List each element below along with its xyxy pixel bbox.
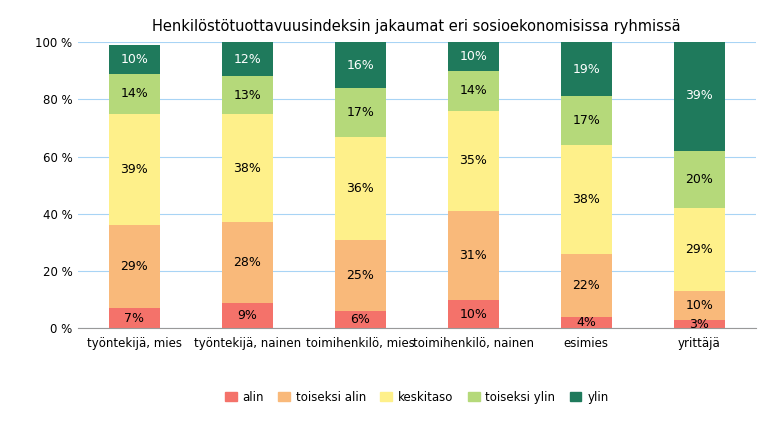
Bar	[335, 88, 386, 136]
Title: Henkilöstötuottavuusindeksin jakaumat eri sosioekonomisissa ryhmissä: Henkilöstötuottavuusindeksin jakaumat er…	[153, 19, 681, 34]
Bar	[448, 42, 499, 71]
Bar	[109, 114, 160, 225]
Bar	[335, 136, 386, 240]
Bar	[109, 45, 160, 74]
Text: 31%: 31%	[460, 249, 487, 262]
Text: 17%: 17%	[573, 115, 600, 127]
Text: 10%: 10%	[460, 308, 487, 320]
Text: 36%: 36%	[347, 181, 374, 195]
Bar	[561, 145, 612, 254]
Bar	[561, 254, 612, 317]
Bar	[674, 39, 724, 151]
Bar	[335, 42, 386, 88]
Bar	[222, 303, 273, 328]
Text: 28%: 28%	[234, 256, 261, 269]
Text: 39%: 39%	[686, 88, 713, 101]
Bar	[109, 308, 160, 328]
Text: 3%: 3%	[689, 317, 709, 330]
Text: 38%: 38%	[234, 162, 261, 175]
Bar	[222, 114, 273, 222]
Text: 25%: 25%	[347, 269, 374, 282]
Bar	[448, 300, 499, 328]
Text: 9%: 9%	[238, 309, 257, 322]
Text: 6%: 6%	[351, 313, 370, 326]
Text: 17%: 17%	[347, 106, 374, 119]
Text: 10%: 10%	[686, 299, 713, 312]
Text: 20%: 20%	[686, 173, 713, 186]
Text: 4%: 4%	[576, 316, 596, 329]
Text: 29%: 29%	[121, 260, 148, 273]
Bar	[335, 240, 386, 311]
Bar	[561, 317, 612, 328]
Bar	[335, 311, 386, 328]
Bar	[222, 222, 273, 303]
Bar	[561, 96, 612, 145]
Text: 10%: 10%	[121, 53, 148, 66]
Text: 29%: 29%	[686, 243, 713, 256]
Bar	[561, 42, 612, 96]
Bar	[674, 151, 724, 208]
Text: 13%: 13%	[234, 88, 261, 101]
Text: 22%: 22%	[573, 279, 600, 292]
Text: 16%: 16%	[347, 59, 374, 72]
Text: 35%: 35%	[460, 155, 487, 168]
Text: 12%: 12%	[234, 53, 261, 66]
Bar	[109, 225, 160, 308]
Bar	[222, 42, 273, 77]
Text: 39%: 39%	[121, 163, 148, 176]
Bar	[448, 111, 499, 211]
Bar	[448, 71, 499, 111]
Text: 14%: 14%	[460, 84, 487, 97]
Bar	[109, 74, 160, 114]
Text: 10%: 10%	[460, 50, 487, 63]
Bar	[674, 320, 724, 328]
Bar	[674, 291, 724, 320]
Bar	[674, 208, 724, 291]
Legend: alin, toiseksi alin, keskitaso, toiseksi ylin, ylin: alin, toiseksi alin, keskitaso, toiseksi…	[220, 386, 613, 408]
Text: 19%: 19%	[573, 63, 600, 76]
Text: 38%: 38%	[573, 193, 600, 206]
Bar	[222, 77, 273, 114]
Text: 7%: 7%	[125, 312, 144, 325]
Text: 14%: 14%	[121, 87, 148, 100]
Bar	[448, 211, 499, 300]
